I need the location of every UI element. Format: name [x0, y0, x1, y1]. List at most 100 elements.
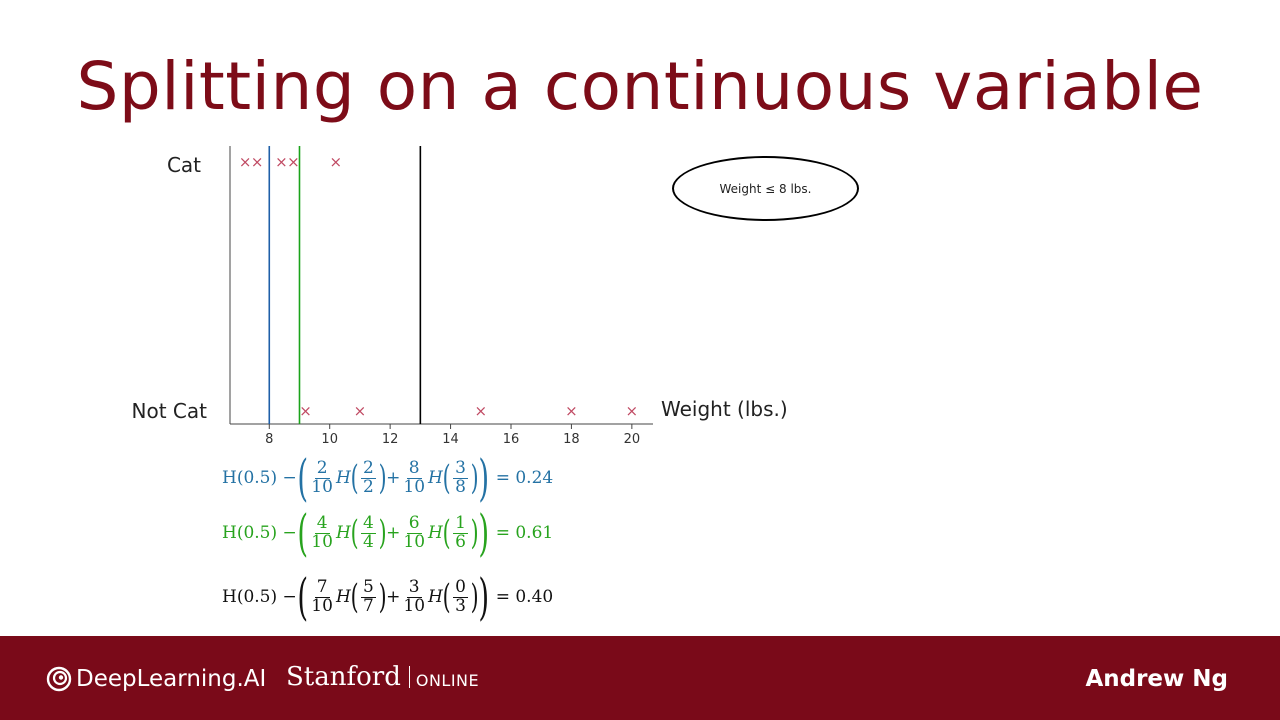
online-wordmark: ONLINE — [415, 670, 480, 690]
paren-open: ( — [350, 458, 359, 498]
x-tick-label: 12 — [382, 432, 399, 447]
stanford-wordmark: Stanford — [286, 662, 401, 692]
denominator: 10 — [311, 595, 333, 616]
data-point-not-cat: × — [474, 402, 487, 420]
data-point-cat: × — [239, 153, 252, 171]
numerator: 5 — [361, 576, 376, 598]
y-category-not-cat: Not Cat — [132, 399, 208, 423]
big-paren-close: ) — [478, 449, 490, 507]
decision-node: Weight ≤ 8 lbs. — [672, 156, 859, 221]
paren-open: ( — [442, 577, 451, 617]
numerator: 8 — [406, 457, 422, 479]
denominator: 10 — [403, 476, 426, 497]
x-axis-label: Weight (lbs.) — [661, 397, 788, 421]
fraction: 2 10 — [311, 457, 333, 497]
x-tick-label: 10 — [321, 432, 338, 447]
denominator: 2 — [363, 476, 374, 497]
entropy-symbol: H — [335, 523, 351, 543]
info-gain-formula-1: H(0.5) − (2 10 H(2 2) + 8 10 H(3 8)) = 0.24 — [222, 450, 553, 506]
logo-divider — [408, 666, 410, 688]
data-point-not-cat: × — [626, 402, 639, 420]
formula-result: = 0.61 — [495, 523, 554, 543]
formula-prefix: H(0.5) − — [222, 587, 297, 607]
denominator: 10 — [311, 531, 333, 552]
fraction: 6 10 — [403, 512, 426, 552]
paren-open: ( — [442, 458, 451, 498]
deeplearning-ai-logo: DeepLearning.AI — [46, 666, 266, 692]
info-gain-formula-3: H(0.5) − (7 10 H(5 7) + 3 10 H(0 3)) = 0.40 — [222, 569, 553, 625]
plus-sign: + — [386, 523, 401, 543]
fraction: 4 10 — [311, 512, 333, 552]
formula-result: = 0.24 — [495, 468, 554, 488]
threshold-lines — [268, 146, 422, 424]
author-name: Andrew Ng — [1085, 666, 1228, 692]
paren-close: ) — [378, 458, 387, 498]
paren-open: ( — [442, 513, 451, 553]
fraction: 3 10 — [403, 576, 426, 616]
data-point-cat: × — [251, 153, 264, 171]
plus-sign: + — [386, 587, 401, 607]
big-paren-open: ( — [297, 568, 308, 626]
numerator: 7 — [314, 576, 330, 598]
formula-prefix: H(0.5) − — [222, 468, 297, 488]
denominator: 8 — [455, 476, 466, 497]
data-marks: × × × × ×× × × × × — [239, 153, 638, 420]
numerator: 6 — [406, 512, 422, 534]
big-paren-open: ( — [297, 449, 308, 507]
info-gain-formula-2: H(0.5) − (4 10 H(4 4) + 6 10 H(1 6)) = 0.61 — [222, 505, 553, 561]
formula-result: = 0.40 — [495, 587, 554, 607]
entropy-symbol: H — [335, 468, 351, 488]
denominator: 4 — [363, 531, 374, 552]
x-tick-label: 8 — [265, 432, 273, 447]
decision-node-label: Weight ≤ 8 lbs. — [719, 181, 812, 196]
numerator: 0 — [453, 576, 468, 598]
denominator: 10 — [403, 531, 426, 552]
scatter-plot: × × × × ×× × × × × 8 10 12 14 16 18 20 Cat Not Cat Wei… — [132, 146, 788, 447]
footer-bar: DeepLearning.AI Stanford ONLINE Andrew N… — [0, 636, 1280, 720]
paren-close: ) — [378, 513, 387, 553]
paren-open: ( — [350, 577, 359, 617]
denominator: 6 — [455, 531, 466, 552]
x-ticks: 8 10 12 14 16 18 20 — [265, 424, 640, 447]
paren-close: ) — [470, 458, 479, 498]
denominator: 7 — [363, 595, 374, 616]
deeplearning-logo-icon — [46, 666, 72, 692]
slide-title: Splitting on a continuous variable — [76, 48, 1204, 125]
denominator: 10 — [311, 476, 333, 497]
entropy-symbol: H — [428, 587, 443, 607]
numerator: 1 — [453, 512, 468, 534]
numerator: 3 — [453, 457, 468, 479]
plot-axes — [229, 146, 653, 425]
fraction: 8 10 — [403, 457, 426, 497]
deeplearning-logo-text: DeepLearning.AI — [76, 666, 267, 692]
numerator: 4 — [314, 512, 330, 534]
paren-open: ( — [350, 513, 359, 553]
numerator: 2 — [314, 457, 330, 479]
data-point-not-cat: × — [354, 402, 367, 420]
x-tick-label: 14 — [442, 432, 459, 447]
paren-close: ) — [470, 577, 479, 617]
denominator: 10 — [403, 595, 426, 616]
data-point-cat: × — [275, 153, 288, 171]
big-paren-close: ) — [478, 504, 490, 562]
data-point-not-cat: × — [565, 402, 578, 420]
paren-close: ) — [378, 577, 387, 617]
y-category-cat: Cat — [167, 153, 201, 177]
entropy-symbol: H — [428, 468, 443, 488]
numerator: 4 — [361, 512, 376, 534]
stanford-online-logo: Stanford ONLINE — [286, 662, 479, 692]
entropy-symbol: H — [428, 523, 443, 543]
x-tick-label: 18 — [563, 432, 580, 447]
fraction: 7 10 — [311, 576, 333, 616]
numerator: 3 — [406, 576, 422, 598]
data-point-cat: × — [329, 153, 342, 171]
plus-sign: + — [386, 468, 401, 488]
formula-prefix: H(0.5) − — [222, 523, 297, 543]
x-tick-label: 20 — [624, 432, 641, 447]
